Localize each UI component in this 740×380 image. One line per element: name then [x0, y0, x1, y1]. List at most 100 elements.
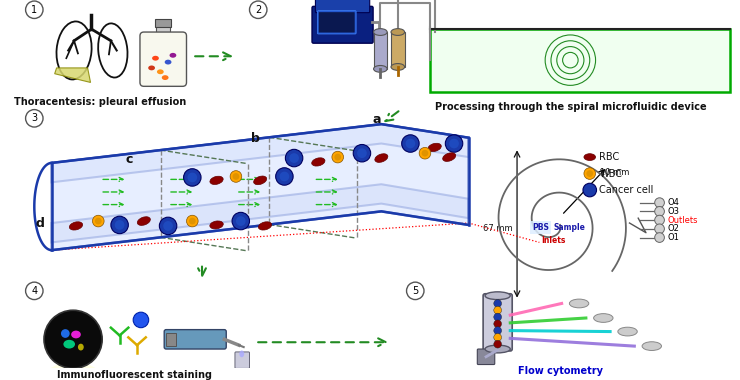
Ellipse shape: [71, 331, 81, 338]
Ellipse shape: [239, 350, 244, 357]
Bar: [391, 32, 405, 67]
Text: 4: 4: [31, 286, 37, 296]
Ellipse shape: [443, 153, 456, 162]
Ellipse shape: [189, 218, 195, 225]
Text: O3: O3: [667, 207, 679, 216]
Ellipse shape: [138, 217, 150, 225]
Circle shape: [583, 183, 596, 197]
Text: WBC: WBC: [599, 169, 622, 179]
Circle shape: [494, 327, 502, 334]
Ellipse shape: [584, 168, 596, 179]
Ellipse shape: [78, 344, 84, 350]
Circle shape: [357, 148, 367, 158]
Circle shape: [655, 215, 665, 225]
Ellipse shape: [232, 173, 239, 180]
Ellipse shape: [485, 292, 511, 299]
Polygon shape: [46, 364, 100, 370]
Ellipse shape: [95, 218, 101, 225]
Circle shape: [280, 172, 289, 181]
FancyBboxPatch shape: [235, 352, 249, 368]
Ellipse shape: [165, 60, 172, 65]
FancyBboxPatch shape: [140, 32, 186, 86]
Ellipse shape: [569, 299, 589, 308]
Text: 2: 2: [255, 5, 261, 15]
Text: O1: O1: [667, 233, 679, 242]
Text: PBS: PBS: [532, 223, 549, 232]
Circle shape: [187, 173, 197, 182]
Text: 67 mm: 67 mm: [482, 224, 513, 233]
Ellipse shape: [419, 147, 431, 159]
Ellipse shape: [56, 21, 92, 79]
Circle shape: [236, 216, 246, 226]
Text: Sample: Sample: [554, 223, 585, 232]
FancyBboxPatch shape: [317, 11, 356, 34]
Circle shape: [655, 233, 665, 242]
Circle shape: [406, 139, 415, 148]
Text: 10 mm: 10 mm: [600, 168, 630, 177]
Polygon shape: [430, 29, 730, 92]
Ellipse shape: [485, 345, 511, 353]
Circle shape: [494, 299, 502, 307]
Text: 3: 3: [31, 113, 37, 124]
Ellipse shape: [162, 75, 169, 80]
Circle shape: [286, 149, 303, 167]
Text: 5: 5: [412, 286, 418, 296]
Ellipse shape: [64, 340, 75, 348]
Circle shape: [494, 313, 502, 321]
Ellipse shape: [157, 70, 164, 74]
FancyBboxPatch shape: [477, 349, 495, 364]
Ellipse shape: [332, 151, 343, 163]
Circle shape: [249, 1, 267, 19]
Circle shape: [111, 216, 128, 234]
Circle shape: [655, 198, 665, 207]
Circle shape: [445, 135, 462, 152]
Ellipse shape: [584, 154, 596, 160]
Ellipse shape: [375, 154, 388, 162]
FancyBboxPatch shape: [483, 294, 512, 351]
Ellipse shape: [148, 65, 155, 70]
Ellipse shape: [642, 342, 662, 350]
Text: Cancer cell: Cancer cell: [599, 185, 654, 195]
Text: Processing through the spiral microfluidic device: Processing through the spiral microfluid…: [434, 102, 706, 112]
Circle shape: [353, 144, 371, 162]
Circle shape: [494, 320, 502, 328]
Bar: [166, 332, 176, 346]
FancyBboxPatch shape: [315, 0, 370, 13]
Circle shape: [655, 224, 665, 234]
Circle shape: [494, 334, 502, 341]
Text: Immunofluorescent staining: Immunofluorescent staining: [57, 370, 212, 380]
Text: Inlets: Inlets: [542, 236, 566, 245]
Ellipse shape: [312, 158, 325, 166]
Circle shape: [115, 220, 124, 230]
Text: Flow cytometry: Flow cytometry: [518, 366, 603, 377]
Circle shape: [26, 282, 43, 299]
Text: RBC: RBC: [599, 152, 619, 162]
Ellipse shape: [210, 221, 223, 229]
Ellipse shape: [169, 53, 176, 58]
Circle shape: [232, 212, 249, 230]
Circle shape: [655, 206, 665, 216]
Ellipse shape: [428, 143, 441, 152]
Text: Thoracentesis: pleural effusion: Thoracentesis: pleural effusion: [14, 97, 186, 107]
Text: 1: 1: [31, 5, 37, 15]
Ellipse shape: [374, 65, 387, 72]
Circle shape: [494, 306, 502, 314]
Polygon shape: [52, 184, 468, 242]
Polygon shape: [55, 68, 90, 82]
FancyBboxPatch shape: [319, 12, 354, 33]
Ellipse shape: [254, 176, 266, 185]
Circle shape: [159, 217, 177, 234]
Circle shape: [276, 168, 293, 185]
Text: O4: O4: [667, 198, 679, 207]
Ellipse shape: [210, 176, 223, 184]
Ellipse shape: [334, 154, 341, 160]
Bar: [155, 19, 171, 27]
Polygon shape: [52, 124, 468, 250]
Bar: [156, 26, 170, 36]
Text: Outlets: Outlets: [667, 215, 698, 225]
Circle shape: [494, 340, 502, 348]
Circle shape: [44, 310, 102, 368]
Circle shape: [26, 1, 43, 19]
Ellipse shape: [391, 28, 405, 35]
Ellipse shape: [98, 24, 127, 78]
